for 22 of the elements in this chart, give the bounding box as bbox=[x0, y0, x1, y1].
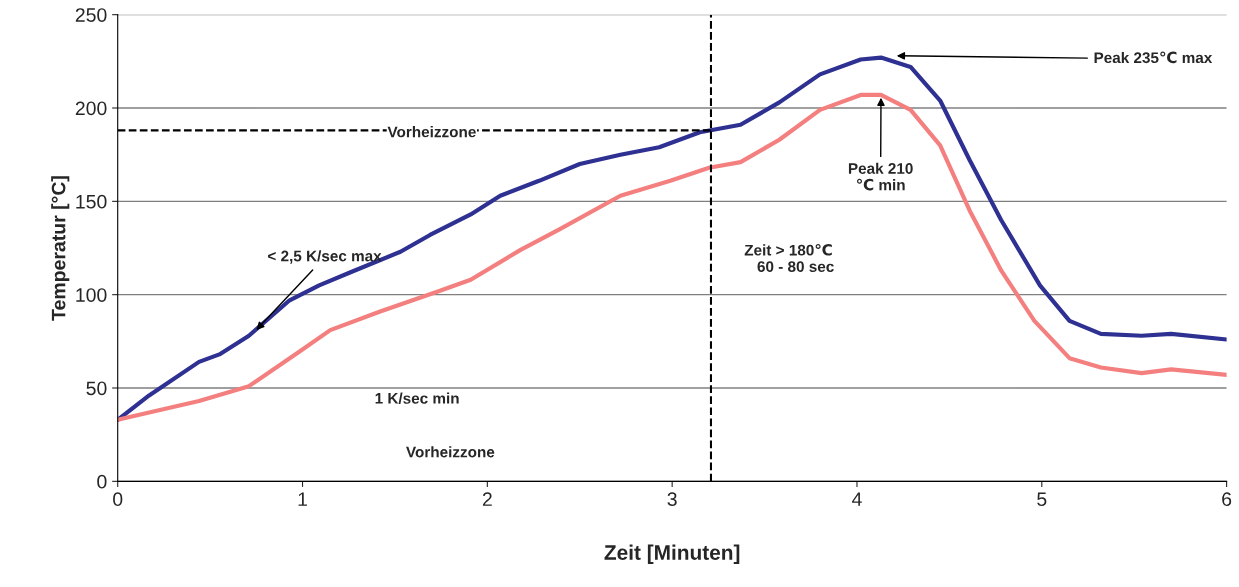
y-axis-title: Temperatur [°C] bbox=[51, 176, 70, 321]
annotation: Peak 235℃ max bbox=[1094, 51, 1213, 64]
x-tick-label: 2 bbox=[482, 492, 492, 506]
x-tick-label: 5 bbox=[1037, 492, 1047, 507]
y-tick-label: 50 bbox=[86, 381, 107, 396]
y-tick-label: 100 bbox=[76, 288, 107, 302]
x-axis-title: Zeit [Minuten] bbox=[604, 544, 740, 565]
y-tick-label: 200 bbox=[75, 101, 107, 116]
x-tick-label: 3 bbox=[667, 492, 677, 507]
x-tick-label: 1 bbox=[298, 492, 307, 506]
annotation: Zeit > 180℃ 60 - 80 sec bbox=[744, 243, 834, 272]
x-tick-label: 0 bbox=[113, 492, 123, 507]
annotation: Vorheizzone bbox=[387, 126, 476, 138]
annotation: 1 K/sec min bbox=[375, 392, 459, 404]
annotation: Peak 210 ℃ min bbox=[848, 162, 913, 191]
x-tick-label: 4 bbox=[852, 492, 862, 506]
y-tick-label: 0 bbox=[97, 474, 107, 489]
y-tick-label: 250 bbox=[75, 8, 107, 22]
x-tick-label: 6 bbox=[1222, 492, 1232, 507]
annotation: Vorheizzone bbox=[406, 446, 495, 458]
y-tick-label: 150 bbox=[76, 194, 107, 209]
annotation: < 2,5 K/sec max bbox=[268, 250, 382, 264]
